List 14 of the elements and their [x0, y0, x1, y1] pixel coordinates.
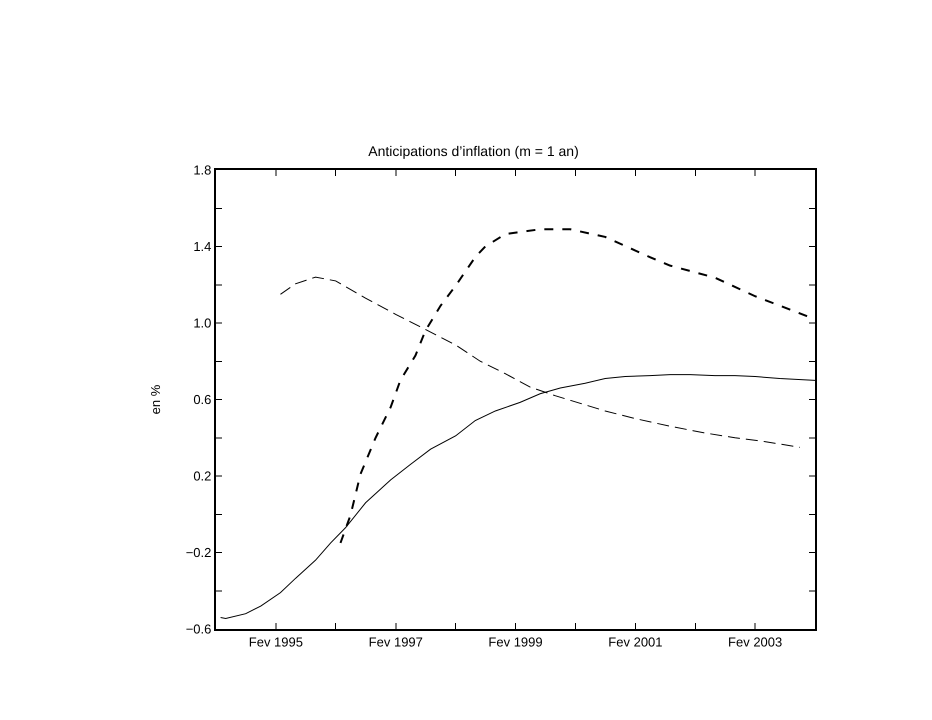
y-axis-title: en % — [148, 384, 164, 414]
x-tick-label: Fev 2003 — [728, 634, 782, 650]
y-tick-label: 1.8 — [193, 162, 212, 178]
y-tick-label: 0.2 — [193, 468, 212, 484]
y-tick-label: 1.4 — [193, 239, 212, 254]
x-tick-label: Fev 2001 — [608, 634, 662, 650]
chart-title: Anticipations d’inflation (m = 1 an) — [368, 142, 579, 159]
y-tick-label: 1.0 — [193, 316, 212, 331]
y-tick-label: −0.2 — [186, 545, 212, 560]
x-tick-label: Fev 1995 — [248, 634, 303, 650]
y-tick-label: 0.6 — [193, 392, 212, 408]
y-tick-label: −0.6 — [186, 622, 212, 637]
x-tick-label: Fev 1999 — [488, 634, 543, 650]
x-tick-label: Fev 1997 — [368, 634, 423, 650]
